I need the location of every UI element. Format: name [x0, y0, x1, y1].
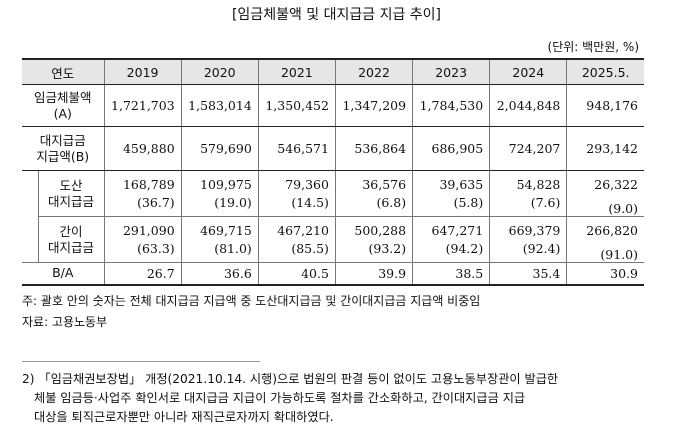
header-2020: 2020	[180, 58, 259, 85]
header-year: 연도	[22, 58, 105, 85]
cell: 266,820 (91.0)	[566, 216, 644, 263]
cell: 109,975 (19.0)	[180, 170, 259, 217]
footnote-line: 2) 「임금채권보장법」 개정(2021.10.14. 시행)으로 법원의 판결…	[22, 372, 559, 386]
indent-spacer	[22, 170, 38, 263]
cell: 40.5	[257, 262, 336, 286]
cell: 948,176	[566, 84, 644, 127]
cell: 579,690	[180, 126, 259, 171]
footnote-line: 체불 임금등·사업주 확인서로 대지급금 지급이 가능하도록 절차를 간소화하고…	[34, 391, 526, 405]
cell: 724,207	[489, 126, 567, 171]
row-simple-payment: 간이 대지급금 291,090 (63.3) 469,715 (81.0) 467,2…	[22, 216, 644, 263]
cell: 1,721,703	[103, 84, 182, 127]
unpaid-wages-table: 연도 2019 2020 2021 2022 2023 2024 2025.5.…	[22, 58, 644, 286]
cell: 54,828 (7.6)	[489, 170, 567, 217]
table-note: 주: 괄호 안의 숫자는 전체 대지급금 지급액 중 도산대지급금 및 간이대지…	[22, 294, 481, 308]
cell: 647,271 (94.2)	[412, 216, 490, 263]
row-ba-ratio: B/A 26.7 36.6 40.5 39.9 38.5 35.4 30.9	[22, 262, 644, 286]
unit-label: (단위: 백만원, %)	[547, 40, 639, 54]
cell: 291,090 (63.3)	[103, 216, 182, 263]
cell: 1,350,452	[257, 84, 336, 127]
table-header-row: 연도 2019 2020 2021 2022 2023 2024 2025.5.	[22, 58, 644, 85]
footnote: 2) 「임금채권보장법」 개정(2021.10.14. 시행)으로 법원의 판결…	[22, 370, 662, 427]
cell: 36,576 (6.8)	[334, 170, 413, 217]
footnote-divider	[22, 361, 260, 362]
cell: 38.5	[412, 262, 490, 286]
row-label: B/A	[22, 262, 105, 286]
table-title: [임금체불액 및 대지급금 지급 추이]	[231, 7, 442, 23]
cell: 1,583,014	[180, 84, 259, 127]
cell: 293,142	[566, 126, 644, 171]
footnote-line: 대상을 퇴직근로자뿐만 아니라 재직근로자까지 확대하였다.	[34, 410, 334, 424]
cell: 36.6	[180, 262, 259, 286]
cell: 35.4	[489, 262, 567, 286]
cell: 26.7	[103, 262, 182, 286]
cell: 2,044,848	[489, 84, 567, 127]
row-unpaid-wages: 임금체불액 (A) 1,721,703 1,583,014 1,350,452 1…	[22, 84, 644, 127]
header-2021: 2021	[257, 58, 336, 85]
cell: 39.9	[334, 262, 413, 286]
cell: 1,347,209	[334, 84, 413, 127]
header-2019: 2019	[103, 58, 182, 85]
cell: 536,864	[334, 126, 413, 171]
row-bankruptcy-payment: 도산 대지급금 168,789 (36.7) 109,975 (19.0) 79,36…	[22, 170, 644, 263]
cell: 39,635 (5.8)	[412, 170, 490, 217]
cell: 467,210 (85.5)	[257, 216, 336, 263]
cell: 79,360 (14.5)	[257, 170, 336, 217]
cell: 669,379 (92.4)	[489, 216, 567, 263]
header-2023: 2023	[412, 58, 490, 85]
row-label: 대지급금 지급액(B)	[22, 126, 105, 171]
header-2025-5: 2025.5.	[566, 58, 644, 85]
cell: 30.9	[566, 262, 644, 286]
cell: 1,784,530	[412, 84, 490, 127]
header-2022: 2022	[334, 58, 413, 85]
row-label: 간이 대지급금	[37, 216, 105, 263]
cell: 686,905	[412, 126, 490, 171]
cell: 26,322 (9.0)	[566, 170, 644, 217]
row-paid-amount: 대지급금 지급액(B) 459,880 579,690 546,571 536,8…	[22, 126, 644, 171]
cell: 168,789 (36.7)	[103, 170, 182, 217]
row-label: 도산 대지급금	[37, 170, 105, 217]
cell: 546,571	[257, 126, 336, 171]
cell: 459,880	[103, 126, 182, 171]
header-2024: 2024	[489, 58, 567, 85]
cell: 500,288 (93.2)	[334, 216, 413, 263]
table-source: 자료: 고용노동부	[22, 315, 108, 329]
row-label: 임금체불액 (A)	[22, 84, 105, 127]
cell: 469,715 (81.0)	[180, 216, 259, 263]
